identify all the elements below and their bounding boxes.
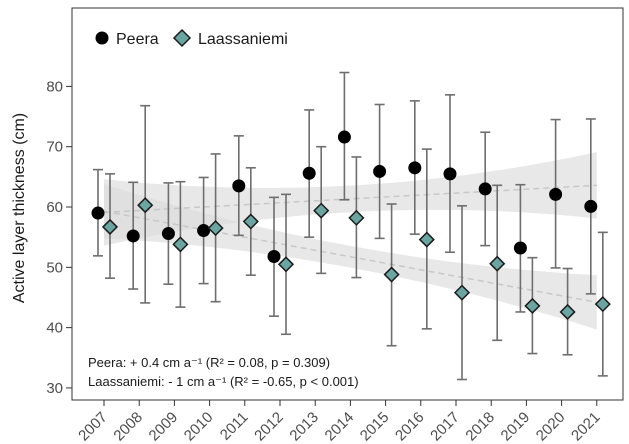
point-peera — [443, 167, 457, 181]
point-peera — [373, 164, 387, 178]
trend-lines — [103, 184, 597, 304]
data-points — [91, 130, 611, 321]
point-peera — [91, 206, 105, 220]
point-laassaniemi — [383, 266, 400, 283]
y-axis-label: Active layer thickness (cm) — [11, 113, 28, 303]
x-tick-label: 2009 — [146, 409, 182, 444]
legend-marker-laassaniemi — [172, 28, 192, 48]
point-laassaniemi — [101, 218, 119, 235]
point-peera — [126, 229, 140, 243]
point-peera — [478, 182, 492, 196]
point-peera — [232, 179, 246, 193]
legend-label-laassaniemi: Laassaniemi — [198, 31, 288, 48]
point-peera — [513, 241, 527, 255]
point-laassaniemi — [313, 202, 330, 219]
point-laassaniemi — [137, 197, 154, 214]
legend-marker-peera — [95, 31, 109, 45]
y-tick-label: 70 — [46, 139, 63, 156]
x-tick-label: 2015 — [357, 409, 393, 444]
point-laassaniemi — [453, 284, 471, 301]
y-tick-label: 30 — [46, 380, 63, 397]
x-tick-label: 2021 — [568, 409, 604, 444]
x-tick-label: 2008 — [110, 409, 146, 444]
x-tick-label: 2019 — [498, 409, 534, 444]
y-axis: 30 40 50 60 70 80 — [46, 78, 72, 397]
point-laassaniemi — [418, 231, 435, 248]
plot-frame — [71, 7, 624, 401]
point-peera — [197, 224, 211, 238]
x-tick-label: 2013 — [286, 409, 322, 444]
point-laassaniemi — [242, 213, 259, 230]
point-peera — [161, 227, 175, 241]
y-tick-label: 40 — [46, 320, 63, 337]
point-laassaniemi — [207, 220, 224, 237]
point-peera — [549, 187, 563, 201]
x-tick-label: 2011 — [217, 409, 252, 444]
annotation-peera: Peera: + 0.4 cm a⁻¹ (R² = 0.08, p = 0.30… — [88, 355, 330, 370]
point-laassaniemi — [559, 303, 576, 321]
point-laassaniemi — [524, 297, 541, 314]
x-tick-label: 2017 — [427, 409, 463, 444]
x-tick-label: 2012 — [251, 409, 287, 444]
point-laassaniemi — [594, 296, 611, 313]
y-tick-label: 80 — [46, 78, 63, 95]
point-laassaniemi — [489, 255, 506, 272]
trend-line-peera — [103, 184, 597, 214]
y-tick-label: 50 — [46, 259, 63, 276]
x-axis: 2007 2008 2009 2010 2011 2012 2013 2014 2015 2016… — [75, 400, 604, 444]
point-peera — [584, 199, 598, 213]
point-peera — [408, 161, 422, 175]
annotation-laassaniemi: Laassaniemi: - 1 cm a⁻¹ (R² = -0.65, p <… — [88, 374, 359, 389]
point-laassaniemi — [277, 256, 295, 273]
y-tick-label: 60 — [46, 199, 63, 216]
x-tick-label: 2014 — [322, 409, 358, 444]
point-peera — [337, 130, 351, 144]
x-tick-label: 2007 — [75, 409, 111, 444]
point-peera — [302, 166, 316, 180]
legend-label-peera: Peera — [116, 31, 159, 48]
x-tick-label: 2018 — [462, 409, 498, 444]
x-tick-label: 2016 — [392, 409, 428, 444]
trend-line-laassaniemi — [103, 210, 597, 304]
point-peera — [267, 249, 281, 263]
legend: Peera Laassaniemi — [95, 28, 288, 48]
point-laassaniemi — [348, 209, 365, 226]
point-laassaniemi — [172, 236, 189, 253]
x-tick-label: 2020 — [533, 409, 569, 444]
x-tick-label: 2010 — [181, 409, 217, 444]
